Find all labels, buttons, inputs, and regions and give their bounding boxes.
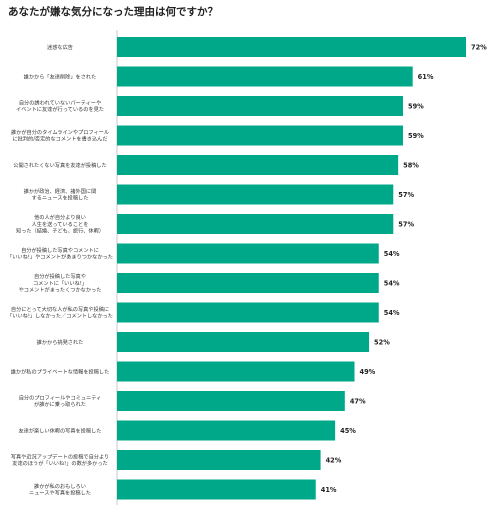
category-label-1: 迷惑な広告 <box>47 43 73 51</box>
value-label-10: 54% <box>384 309 400 317</box>
value-label-2: 61% <box>418 73 434 81</box>
bar-7 <box>117 214 394 234</box>
value-label-6: 57% <box>398 191 414 199</box>
value-label-8: 54% <box>384 250 400 258</box>
category-label-5: 公開されたくない写真を友達が投稿した <box>13 161 106 169</box>
value-label-13: 47% <box>350 397 366 405</box>
bar-6 <box>117 184 394 205</box>
value-label-16: 41% <box>321 486 337 494</box>
bar-9 <box>117 273 379 293</box>
category-label-4: 誰かが自分のタイムラインやプロフィールに批判的/否定的なコメントを書き込んだ <box>11 128 109 143</box>
category-label-3: 自分の誘われていないパーティーやイベントに友達が行っているのを見た <box>16 99 104 114</box>
value-label-3: 59% <box>408 102 424 110</box>
value-label-12: 49% <box>360 368 376 376</box>
bar-15 <box>117 450 321 470</box>
category-label-9: 自分が投稿した写真やコメントに「いいね!」やコメントがまったくつかなかった <box>19 272 102 293</box>
value-label-15: 42% <box>326 456 342 464</box>
bar-8 <box>117 243 379 264</box>
bar-3 <box>117 96 403 116</box>
bar-1 <box>117 37 466 57</box>
bar-4 <box>117 125 403 146</box>
value-label-4: 59% <box>408 132 424 140</box>
value-label-14: 45% <box>340 427 356 435</box>
category-label-8: 自分が投稿した写真やコメントに「いいね!」やコメントがあまりつかなかった <box>7 246 113 261</box>
category-label-10: 自分にとって大切な人が私の写真や投稿に「いいね!」しなかった／コメントしなかった <box>7 305 113 320</box>
category-label-2: 誰かから「友達削除」をされた <box>24 72 97 80</box>
bar-5 <box>117 155 399 175</box>
bar-11 <box>117 332 370 352</box>
category-label-15: 写真や近況アップデートの投稿で自分より友達のほうが「いいね!」の数が多かった <box>11 453 109 468</box>
category-label-6: 誰かが政治、経済、諸外国に関するニュースを投稿した <box>24 187 97 202</box>
bar-12 <box>117 361 355 382</box>
bar-10 <box>117 302 379 323</box>
category-label-11: 誰かから挑発された <box>37 338 84 346</box>
value-label-7: 57% <box>398 220 414 228</box>
category-label-16: 誰かが私のおもしろいニュースや写真を投稿した <box>29 482 91 497</box>
value-label-5: 58% <box>403 161 419 169</box>
value-label-11: 52% <box>374 338 390 346</box>
bar-2 <box>117 66 413 87</box>
value-label-9: 54% <box>384 279 400 287</box>
value-label-1: 72% <box>471 43 487 51</box>
chart-title: あなたが嫌な気分になった理由は何ですか？ <box>8 6 218 18</box>
bar-13 <box>117 391 345 411</box>
category-label-14: 友達が楽しい休暇の写真を投稿した <box>18 426 101 434</box>
category-label-13: 自分のプロフィールやコミュニティが誰かに乗っ取られた <box>19 394 102 409</box>
category-label-12: 誰かが私のプライベートな情報を投稿した <box>11 367 110 375</box>
category-label-7: 他の人が自分より良い人生を送っていることを知った（結婚、子ども、旅行、休暇） <box>16 213 104 234</box>
bar-14 <box>117 420 336 441</box>
bar-16 <box>117 479 316 500</box>
